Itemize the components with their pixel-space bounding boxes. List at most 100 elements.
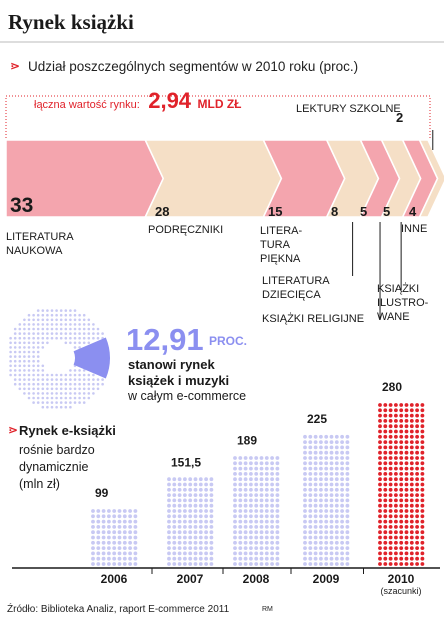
donut-dot [78,323,81,326]
donut-dot [92,332,95,335]
donut-dot [73,369,77,372]
bar-dot [209,562,214,566]
bar-dot [319,477,323,482]
bar-dot [112,562,117,566]
donut-dot [55,378,58,381]
bar-dot [388,472,393,476]
bar-dot [264,551,269,556]
bar-dot [264,525,269,529]
donut-dot [32,336,35,340]
donut-dot [23,359,26,363]
donut-dot [23,373,26,377]
bar-dot [96,514,101,519]
donut-dot [27,346,31,349]
bar-dot [394,456,398,460]
donut-dot [82,318,86,322]
bar-dot [334,466,339,471]
donut-dot [69,369,72,372]
bar-dot [308,503,313,508]
bar-dot [91,535,95,540]
donut-dot [13,364,17,368]
bar-dot [128,514,133,519]
donut-dot [32,392,35,395]
bar-dot [420,514,425,519]
bar-dot [96,551,101,556]
donut-dot [92,392,95,395]
donut-dot [32,401,35,404]
bar-dot [308,498,313,503]
bar-dot [209,509,214,513]
donut-dot [87,332,91,335]
donut-dot [55,392,58,395]
bar-dot [399,530,404,535]
bar-dot [303,477,307,482]
bar-dot [133,509,138,513]
bar-dot [264,556,269,561]
bar-dot [388,562,393,566]
bar-dot [249,482,253,487]
bar-dot [324,556,329,561]
bar-dot [198,514,203,519]
bar-dot [345,519,350,524]
donut-dot [27,396,31,400]
bar-dot [409,429,414,434]
bar-dot [204,514,209,519]
bar-dot [275,535,280,540]
bar-dot [308,535,313,540]
bar-dot [188,562,193,566]
bar-dot [133,540,138,545]
bar-dot [404,424,409,429]
bar-dot [388,413,393,418]
segment-label-science: LITERATURA NAUKOWA [6,231,74,257]
bar-dot [204,551,209,556]
bar-dot [112,525,117,529]
bar-dot [107,519,111,524]
bar-dot [112,509,117,513]
bar-dot [329,450,334,455]
donut-dot [23,378,26,381]
donut-dot [55,401,58,404]
bar-dot [122,519,127,524]
donut-dot [41,346,45,349]
bar-dot [264,472,269,476]
bar-dot [415,472,419,476]
bar-dot [394,530,398,535]
bar-dot [383,530,388,535]
donut-dot [36,364,40,368]
donut-dot [13,327,17,331]
bar-dot [264,487,269,492]
bar-dot [177,551,182,556]
bar-dot [313,440,318,444]
bar-dot [383,482,388,487]
donut-dot [27,327,31,331]
bar-dot [345,535,350,540]
bar-dot [270,562,274,566]
bar-dot [420,535,425,540]
bar-dot [313,472,318,476]
bar-dot [233,509,237,513]
bar-dot [233,498,237,503]
bar-dot [177,482,182,487]
bar-dot [188,487,193,492]
bar-dot [383,456,388,460]
bar-dot [308,445,313,450]
bar-dot [383,551,388,556]
donut-dot [32,313,35,317]
bar-dot [420,482,425,487]
bar-dot [415,461,419,466]
donut-dot [50,405,54,409]
bar-dot [188,546,193,550]
donut-dot [101,332,104,335]
bar-dot [270,551,274,556]
bar-dot [415,487,419,492]
bar-dot [198,540,203,545]
bar-dot [345,477,350,482]
donut-dot [82,327,86,331]
bar-dot [415,556,419,561]
bar-dot [334,456,339,460]
bar-dot [415,503,419,508]
bar-dot [243,514,248,519]
bar-dot [409,477,414,482]
donut-dot [69,336,72,340]
bar-dot [345,514,350,519]
